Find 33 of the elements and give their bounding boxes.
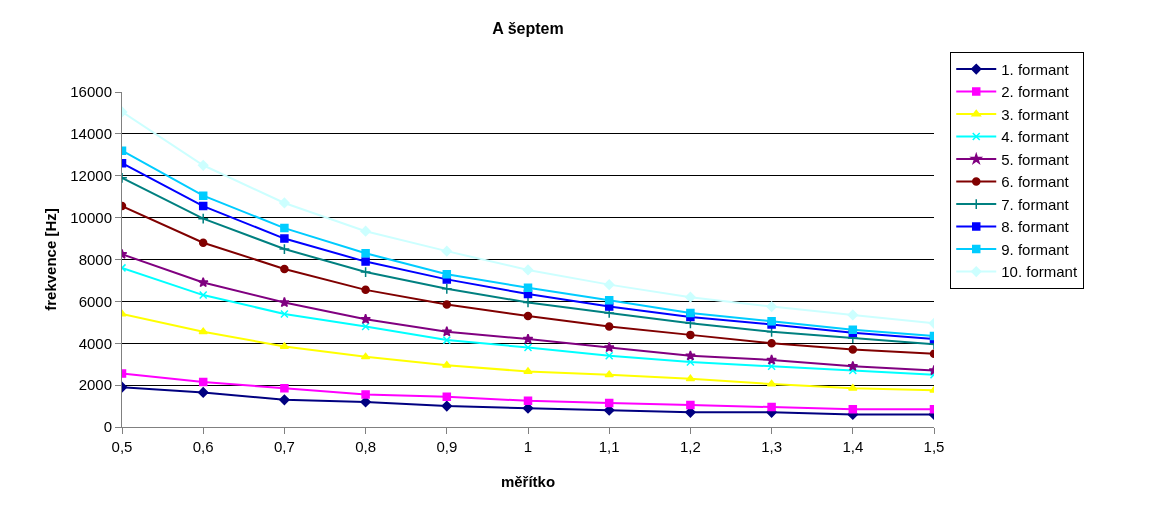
- x-tick-label: 1,5: [923, 438, 945, 455]
- x-tick-label: 0,7: [273, 438, 295, 455]
- x-tick-label: 1,2: [679, 438, 701, 455]
- legend-label: 2. formant: [1001, 83, 1070, 101]
- legend-label: 7. formant: [1001, 195, 1070, 213]
- chart-title: A šeptem: [492, 20, 564, 38]
- y-tick-label: 14000: [70, 125, 112, 143]
- y-tick-label: 10000: [70, 208, 112, 226]
- legend-label: 1. formant: [1001, 60, 1070, 78]
- x-tick-label: 0,9: [436, 438, 458, 455]
- legend-label: 3. formant: [1001, 105, 1070, 123]
- y-tick-label: 8000: [78, 250, 112, 268]
- x-tick-label: 0,8: [355, 438, 377, 455]
- legend-label: 10. formant: [1001, 263, 1078, 281]
- y-axis-title: frekvence [Hz]: [41, 208, 59, 311]
- legend-label: 4. formant: [1001, 128, 1070, 146]
- y-tick-label: 6000: [78, 292, 112, 310]
- x-tick-label: 0,6: [192, 438, 214, 455]
- y-tick-label: 0: [103, 418, 112, 436]
- legend-label: 5. formant: [1001, 150, 1070, 168]
- x-tick-label: 1: [523, 438, 533, 455]
- legend-label: 8. formant: [1001, 218, 1070, 236]
- legend-label: 9. formant: [1001, 240, 1070, 258]
- y-tick-label: 4000: [78, 334, 112, 352]
- x-tick-label: 1,1: [598, 438, 620, 455]
- x-axis-title: měřítko: [500, 473, 556, 490]
- y-tick-label: 16000: [70, 83, 112, 101]
- x-tick-label: 1,4: [842, 438, 864, 455]
- x-tick-label: 1,3: [761, 438, 783, 455]
- y-tick-label: 2000: [78, 376, 112, 394]
- x-tick-label: 0,5: [111, 438, 133, 455]
- y-tick-label: 12000: [70, 167, 112, 184]
- legend-label: 6. formant: [1001, 173, 1070, 191]
